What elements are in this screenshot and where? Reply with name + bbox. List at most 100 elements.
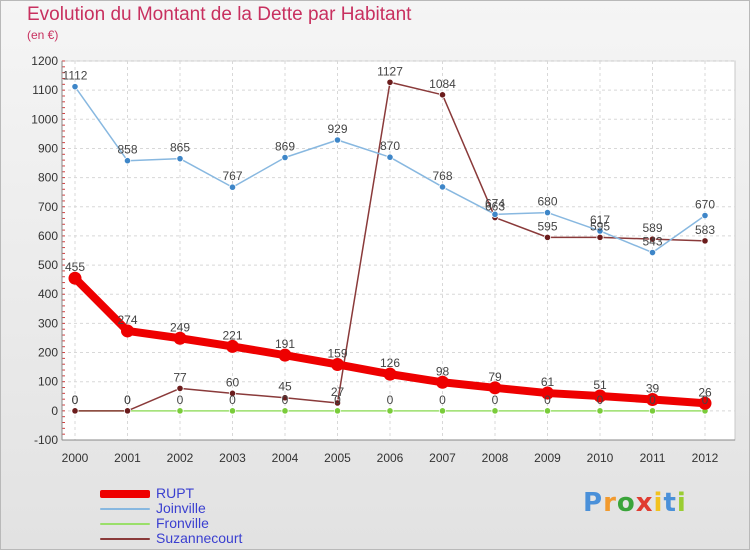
data-label-fronville: 0 <box>492 393 499 407</box>
data-label-joinville: 543 <box>642 235 662 249</box>
legend: RUPT Joinville Fronville Suzannecourt <box>100 485 300 546</box>
data-point-rupt <box>383 367 397 381</box>
data-point-rupt <box>541 386 554 400</box>
y-tick-label: 1200 <box>31 54 58 68</box>
data-label-suzannecourt: 1084 <box>429 77 456 91</box>
data-point-rupt <box>698 396 712 410</box>
data-label-fronville: 0 <box>544 393 551 407</box>
proxiti-logo: Proxiti <box>583 488 687 518</box>
data-point-suzannecourt <box>228 389 237 397</box>
data-label-fronville: 0 <box>597 393 604 407</box>
data-point-joinville <box>701 211 709 220</box>
y-tick-label: 100 <box>38 375 58 389</box>
data-point-joinville <box>386 153 394 161</box>
y-tick-label: -100 <box>34 433 58 447</box>
data-label-joinville: 929 <box>327 122 347 136</box>
data-point-joinville <box>123 157 132 165</box>
data-point-suzannecourt <box>71 407 79 415</box>
data-point-rupt <box>331 357 344 371</box>
data-point-fronville <box>648 407 657 415</box>
x-tick-label: 2012 <box>692 451 719 465</box>
data-point-rupt <box>173 331 187 345</box>
y-tick-label: 1000 <box>31 112 58 126</box>
data-label-fronville: 0 <box>702 393 709 407</box>
data-point-rupt <box>226 339 239 353</box>
logo-letter: t <box>663 488 677 518</box>
data-label-fronville: 0 <box>649 393 656 407</box>
data-label-joinville: 768 <box>432 169 452 183</box>
data-point-rupt <box>121 324 134 338</box>
data-point-joinville <box>281 153 289 162</box>
data-label-rupt: 79 <box>488 370 502 384</box>
x-tick-label: 2005 <box>324 451 351 465</box>
data-label-rupt: 274 <box>117 313 137 327</box>
x-tick-label: 2009 <box>534 451 561 465</box>
plot-area <box>61 60 736 441</box>
y-tick-label: 800 <box>38 171 58 185</box>
legend-item-rupt: RUPT <box>100 485 300 501</box>
data-label-joinville: 674 <box>485 196 505 210</box>
logo-letter: x <box>635 488 654 518</box>
data-label-rupt: 191 <box>275 337 295 351</box>
data-point-fronville <box>228 407 237 415</box>
data-label-suzannecourt: 77 <box>173 370 187 384</box>
data-point-fronville <box>596 407 604 415</box>
y-tick-label: 200 <box>38 346 58 360</box>
legend-swatch-suzannecourt <box>100 538 150 540</box>
data-label-joinville: 680 <box>537 195 557 209</box>
x-tick-label: 2006 <box>377 451 404 465</box>
data-point-suzannecourt <box>438 91 447 99</box>
x-tick-label: 2002 <box>167 451 194 465</box>
data-point-rupt <box>593 389 607 403</box>
logo-letter: P <box>583 488 604 518</box>
data-label-rupt: 455 <box>65 260 85 274</box>
data-point-joinville <box>648 248 657 257</box>
x-tick-label: 2011 <box>640 451 666 465</box>
data-label-suzannecourt: 583 <box>695 223 715 237</box>
data-point-suzannecourt <box>333 399 342 407</box>
data-point-suzannecourt <box>123 407 132 415</box>
y-tick-label: 400 <box>38 287 58 301</box>
legend-swatch-joinville <box>100 508 150 510</box>
data-point-joinville <box>71 83 79 91</box>
data-label-joinville: 858 <box>117 143 137 157</box>
data-label-suzannecourt: 663 <box>485 200 505 214</box>
data-label-rupt: 221 <box>222 328 242 342</box>
x-tick-label: 2007 <box>429 451 456 465</box>
data-point-fronville <box>176 407 184 415</box>
y-tick-label: 1100 <box>32 83 58 97</box>
legend-label: Joinville <box>156 500 206 516</box>
x-tick-label: 2010 <box>587 451 614 465</box>
data-label-joinville: 617 <box>590 213 610 227</box>
data-label-suzannecourt: 27 <box>331 385 345 399</box>
data-label-suzannecourt: 589 <box>642 221 662 235</box>
legend-label: RUPT <box>156 485 195 501</box>
y-tick-label: 700 <box>38 200 58 214</box>
x-tick-label: 2003 <box>219 451 246 465</box>
data-point-fronville <box>333 407 342 415</box>
data-point-rupt <box>646 392 659 406</box>
legend-swatch-rupt <box>100 490 150 498</box>
data-point-suzannecourt <box>386 78 394 86</box>
data-label-joinville: 870 <box>380 139 400 153</box>
data-point-suzannecourt <box>176 384 184 392</box>
data-point-rupt <box>436 375 449 389</box>
data-point-joinville <box>438 183 447 191</box>
data-point-fronville <box>438 407 447 415</box>
data-label-joinville: 1112 <box>63 69 88 83</box>
legend-item-suzannecourt: Suzannecourt <box>100 530 300 546</box>
data-point-fronville <box>543 407 552 415</box>
data-label-rupt: 249 <box>170 320 190 334</box>
data-point-rupt <box>278 348 292 362</box>
chart-title: Evolution du Montant de la Dette par Hab… <box>27 4 412 25</box>
y-tick-label: 900 <box>38 141 58 155</box>
logo-letter: i <box>653 488 664 518</box>
data-label-rupt: 126 <box>380 356 400 370</box>
data-point-joinville <box>543 209 552 217</box>
y-tick-label: 500 <box>38 258 58 272</box>
data-point-joinville <box>596 227 604 235</box>
data-label-joinville: 670 <box>695 198 715 212</box>
data-point-suzannecourt <box>281 394 289 402</box>
logo-letter: r <box>603 488 617 518</box>
